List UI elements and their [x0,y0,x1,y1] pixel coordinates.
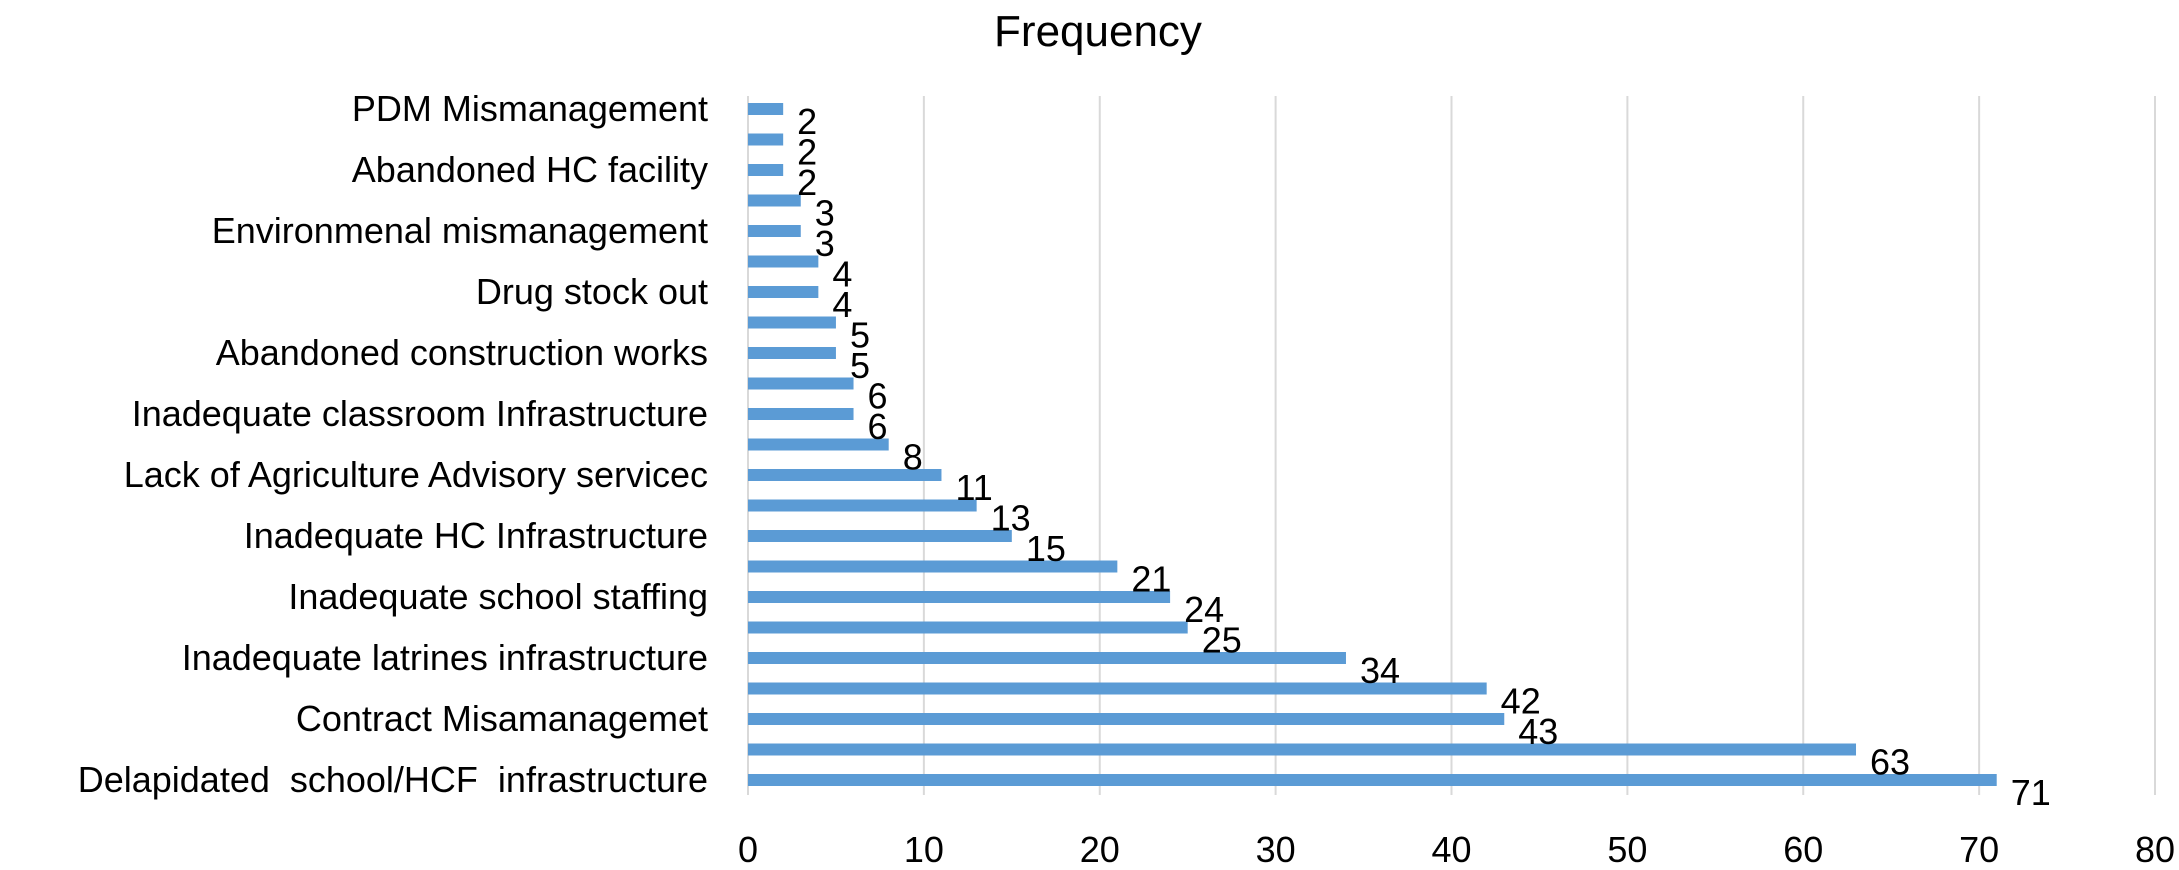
data-label: 25 [1202,620,1242,661]
data-label: 24 [1184,589,1224,630]
data-label: 6 [868,406,888,447]
x-tick-label: 70 [1959,829,1999,870]
bar [748,255,819,268]
data-label: 2 [797,101,817,142]
data-label: 5 [850,345,870,386]
data-label: 34 [1360,650,1400,691]
data-label: 11 [955,467,992,508]
bar [748,377,854,390]
data-label: 8 [903,437,923,478]
data-label: 5 [850,315,870,356]
category-label: Contract Misamanagemet [296,698,708,739]
x-tick-label: 0 [738,829,758,870]
bar [748,408,854,420]
x-tick-label: 20 [1080,829,1120,870]
bar [748,560,1118,573]
bar [748,652,1346,664]
data-label: 63 [1870,742,1910,783]
bar [748,164,784,176]
x-tick-label: 10 [904,829,944,870]
bar [748,469,942,481]
bar [748,194,801,207]
data-label: 4 [832,254,852,295]
bar [748,438,889,451]
data-label: 2 [797,162,817,203]
category-label: Abandoned construction works [216,332,708,373]
category-label: Drug stock out [476,271,708,312]
bar [748,347,836,359]
x-tick-label: 80 [2135,829,2175,870]
data-label: 13 [991,498,1031,539]
category-label: Abandoned HC facility [352,149,708,190]
data-label: 4 [832,284,852,325]
data-label: 15 [1026,528,1066,569]
x-tick-label: 30 [1256,829,1296,870]
x-tick-label: 40 [1431,829,1471,870]
x-tick-label: 50 [1607,829,1647,870]
bar [748,621,1188,634]
bar [748,530,1012,542]
bar [748,499,977,512]
category-labels: Delapidated school/HCF infrastructure Con… [78,88,708,800]
bar [748,682,1487,695]
bar [748,774,1997,786]
data-label: 3 [815,193,835,234]
bar [748,286,819,298]
data-label: 21 [1131,559,1171,600]
category-label: Lack of Agriculture Advisory servicec [124,454,708,495]
chart-title: Frequency [994,7,1202,56]
data-label: 2 [797,132,817,173]
category-label: Inadequate school staffing [288,576,708,617]
category-label: Environmenal mismanagement [212,210,708,251]
category-label: Delapidated school/HCF infrastructure [78,759,708,800]
bar [748,743,1857,756]
x-tick-label: 60 [1783,829,1823,870]
data-label: 6 [868,376,888,417]
bar [748,316,836,329]
category-label: Inadequate latrines infrastructure [182,637,708,678]
x-axis-tick-labels: 0 10 20 30 40 50 60 70 80 [738,829,2175,870]
category-label: PDM Mismanagement [352,88,708,129]
data-label: 71 [2011,772,2051,813]
bar [748,713,1505,725]
bar [748,591,1171,603]
bars [748,103,1997,786]
category-label: Inadequate HC Infrastructure [244,515,708,556]
data-label: 3 [815,223,835,264]
data-label: 42 [1501,681,1541,722]
bar [748,103,784,115]
bar [748,133,784,146]
bar [748,225,801,237]
gridlines [747,96,2156,795]
category-label: Inadequate classroom Infrastructure [132,393,708,434]
data-label: 43 [1518,711,1558,752]
